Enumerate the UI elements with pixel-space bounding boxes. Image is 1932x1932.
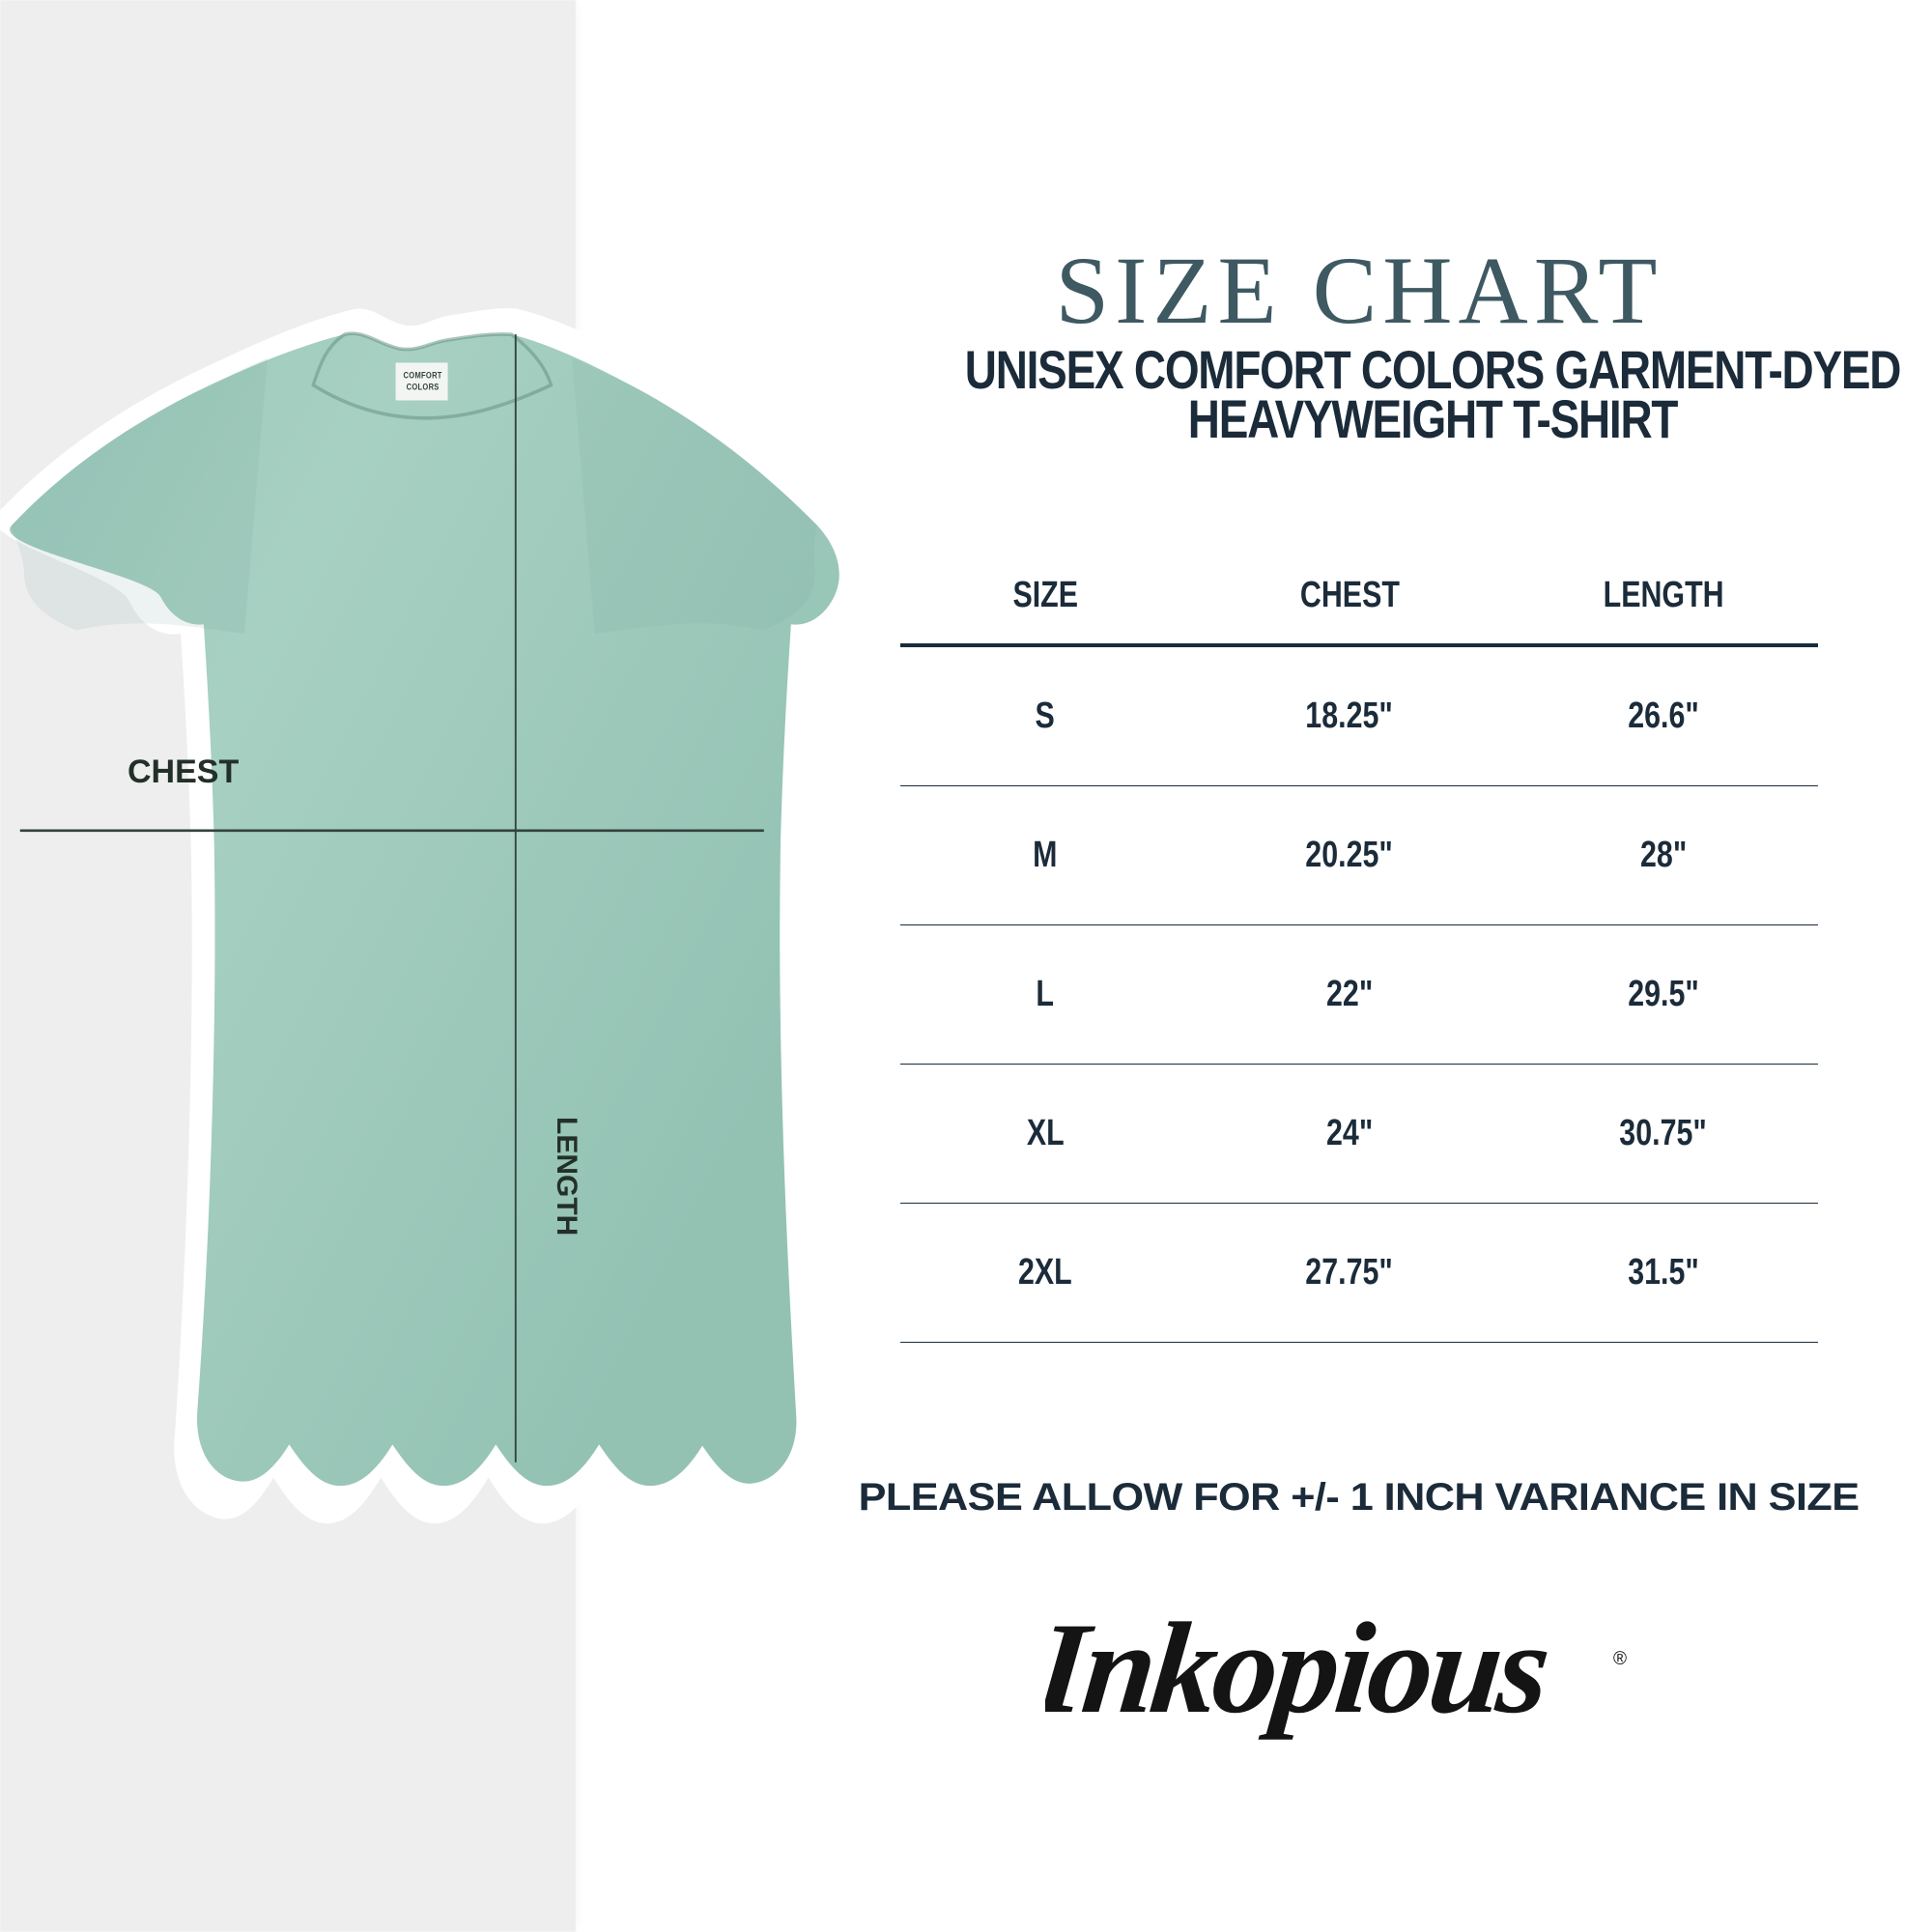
svg-text:COLORS: COLORS [407,382,440,392]
svg-text:®: ® [1613,1649,1627,1669]
svg-text:LENGTH: LENGTH [551,1117,582,1236]
svg-text:Inkopious: Inkopious [1045,1596,1553,1741]
svg-text:CHEST: CHEST [128,753,239,790]
svg-text:COMFORT: COMFORT [404,370,443,381]
